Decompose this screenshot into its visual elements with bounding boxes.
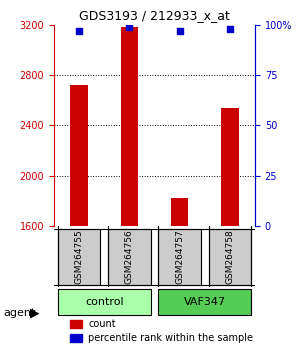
- Bar: [70, 85, 88, 226]
- Point: [227, 26, 232, 32]
- Bar: [221, 108, 239, 226]
- Point: [77, 28, 82, 34]
- Bar: [70, 334, 82, 342]
- FancyBboxPatch shape: [208, 229, 251, 285]
- Text: count: count: [88, 319, 116, 329]
- Text: percentile rank within the sample: percentile rank within the sample: [88, 333, 253, 343]
- Text: control: control: [85, 297, 124, 307]
- Bar: [70, 320, 82, 328]
- FancyBboxPatch shape: [158, 229, 201, 285]
- Text: GSM264755: GSM264755: [75, 229, 84, 284]
- Title: GDS3193 / 212933_x_at: GDS3193 / 212933_x_at: [79, 9, 230, 22]
- Text: GSM264756: GSM264756: [125, 229, 134, 284]
- Bar: [121, 27, 138, 226]
- FancyBboxPatch shape: [108, 229, 151, 285]
- FancyBboxPatch shape: [58, 289, 151, 315]
- FancyBboxPatch shape: [58, 229, 100, 285]
- Text: agent: agent: [3, 308, 35, 318]
- Bar: [171, 199, 188, 226]
- Point: [127, 24, 132, 30]
- Text: VAF347: VAF347: [184, 297, 226, 307]
- Text: GSM264757: GSM264757: [175, 229, 184, 284]
- Point: [177, 28, 182, 34]
- FancyBboxPatch shape: [158, 289, 251, 315]
- Text: ▶: ▶: [30, 307, 40, 320]
- Text: GSM264758: GSM264758: [225, 229, 234, 284]
